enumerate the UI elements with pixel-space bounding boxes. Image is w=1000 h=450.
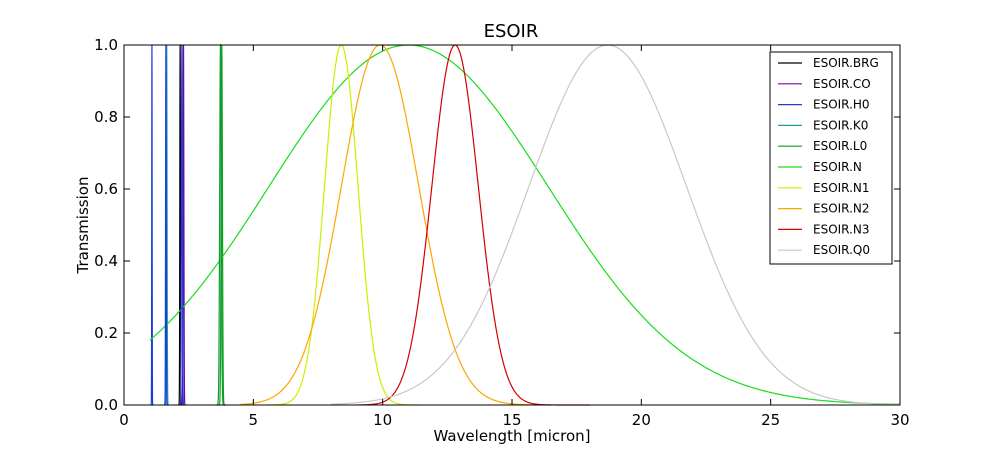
y-tick-label: 1.0 bbox=[94, 36, 118, 54]
x-axis: 0 5 10 15 20 25 30 bbox=[119, 45, 910, 429]
x-tick-label: 30 bbox=[890, 411, 909, 429]
series-line-esoir-n1 bbox=[266, 44, 422, 406]
legend-label: ESOIR.H0 bbox=[813, 98, 870, 112]
x-tick-label: 10 bbox=[373, 411, 392, 429]
legend-label: ESOIR.N3 bbox=[813, 222, 870, 236]
y-axis: 0.0 0.2 0.4 0.6 0.8 1.0 bbox=[94, 36, 900, 414]
x-tick-label: 25 bbox=[761, 411, 780, 429]
x-tick-label: 0 bbox=[119, 411, 129, 429]
y-axis-label: Transmission bbox=[74, 177, 92, 275]
y-tick-label: 0.8 bbox=[94, 108, 118, 126]
legend-label: ESOIR.N2 bbox=[813, 202, 870, 216]
y-tick-label: 0.4 bbox=[94, 252, 118, 270]
chart-title: ESOIR bbox=[484, 21, 539, 42]
x-tick-label: 5 bbox=[249, 411, 259, 429]
series-line-esoir-n bbox=[149, 44, 901, 405]
legend-label: ESOIR.K0 bbox=[813, 118, 868, 132]
legend-label: ESOIR.Q0 bbox=[813, 243, 870, 257]
x-tick-label: 15 bbox=[502, 411, 521, 429]
y-tick-label: 0.2 bbox=[94, 324, 118, 342]
x-axis-label: Wavelength [micron] bbox=[433, 427, 590, 445]
legend-label: ESOIR.CO bbox=[813, 77, 871, 91]
legend-label: ESOIR.L0 bbox=[813, 139, 867, 153]
x-tick-label: 20 bbox=[632, 411, 651, 429]
series-line-esoir-q0 bbox=[330, 44, 901, 406]
legend-label: ESOIR.N bbox=[813, 160, 862, 174]
y-tick-label: 0.0 bbox=[94, 396, 118, 414]
legend-frame bbox=[769, 51, 893, 265]
y-tick-label: 0.6 bbox=[94, 180, 118, 198]
legend-label: ESOIR.N1 bbox=[813, 181, 870, 195]
series-line-esoir-h0 bbox=[150, 44, 154, 406]
legend-label: ESOIR.BRG bbox=[813, 56, 879, 70]
legend: ESOIR.BRG ESOIR.CO ESOIR.H0 ESOIR.K0 ESOIR.L… bbox=[769, 51, 893, 265]
series-line-esoir-n2 bbox=[240, 44, 551, 406]
series-line-esoir-n3 bbox=[356, 44, 590, 406]
